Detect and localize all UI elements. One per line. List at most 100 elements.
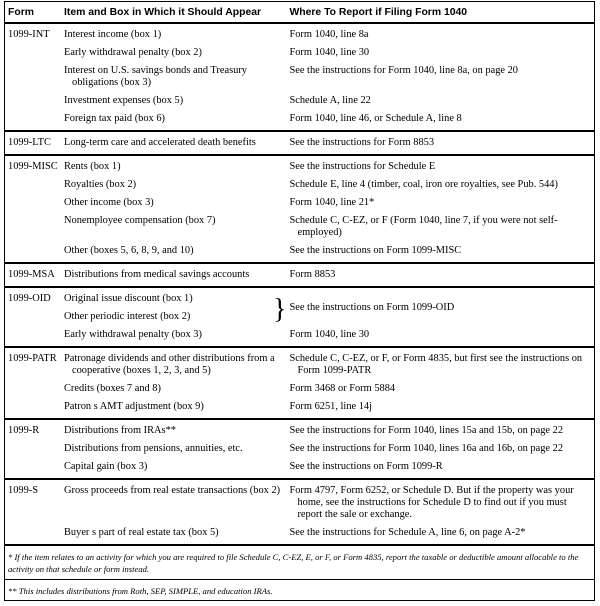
where-text: See the instructions for Form 8853 <box>289 137 435 148</box>
where-text: See the instructions for Form 1040, line… <box>289 443 564 454</box>
item-text: Other periodic interest (box 2) <box>64 311 191 322</box>
where-cell: Form 1040, line 30 <box>286 44 594 62</box>
item-text: Other (boxes 5, 6, 8, 9, and 10) <box>64 245 194 256</box>
table-row: 1099-MSA Distributions from medical savin… <box>5 263 594 288</box>
where-text: Form 3468 or Form 5884 <box>289 383 396 394</box>
where-cell: See the instructions for Schedule E <box>286 155 594 176</box>
footnote: ** This includes distributions from Roth… <box>8 586 273 596</box>
brace-spacer <box>273 326 287 348</box>
where-cell: Schedule E, line 4 (timber, coal, iron o… <box>286 176 594 194</box>
form-name: 1099-MISC <box>8 161 58 172</box>
item-text: Other income (box 3) <box>64 197 154 208</box>
table-row: 1099-R Distributions from IRAs** See the i… <box>5 419 594 440</box>
item-cell: Patron s AMT adjustment (box 9) <box>61 398 287 420</box>
form-name: 1099-MSA <box>8 269 55 280</box>
table-row: Royalties (box 2) Schedule E, line 4 (tim… <box>5 176 594 194</box>
item-text: Royalties (box 2) <box>64 179 137 190</box>
header-form: Form <box>5 2 61 24</box>
table-row: Early withdrawal penalty (box 3) Form 104… <box>5 326 594 348</box>
table-row: 1099-LTC Long-term care and accelerated d… <box>5 131 594 156</box>
form-cell: 1099-INT <box>5 23 61 44</box>
item-text: Distributions from pensions, annuities, … <box>64 443 243 454</box>
item-text: Early withdrawal penalty (box 2) <box>64 47 202 58</box>
where-cell: Form 4797, Form 6252, or Schedule D. But… <box>286 479 594 524</box>
form-cell <box>5 194 61 212</box>
item-text: Long-term care and accelerated death ben… <box>64 137 256 148</box>
where-text: See the instructions on Form 1099-OID <box>289 302 455 313</box>
table-row: 1099-PATR Patronage dividends and other d… <box>5 347 594 380</box>
header-item: Item and Box in Which it Should Appear <box>61 2 287 24</box>
form-cell: 1099-PATR <box>5 347 61 380</box>
table-row: Credits (boxes 7 and 8) Form 3468 or Form… <box>5 380 594 398</box>
brace-icon: } <box>273 293 287 325</box>
form-cell <box>5 44 61 62</box>
item-cell: Royalties (box 2) <box>61 176 286 194</box>
where-cell: See the instructions for Form 1040, line… <box>286 419 594 440</box>
item-text: Interest income (box 1) <box>64 29 162 40</box>
item-text: Rents (box 1) <box>64 161 121 172</box>
item-cell: Credits (boxes 7 and 8) <box>61 380 286 398</box>
where-text: Schedule A, line 22 <box>289 95 371 106</box>
item-cell: Interest income (box 1) <box>61 23 286 44</box>
item-cell: Early withdrawal penalty (box 3) <box>61 326 273 348</box>
item-cell: Long-term care and accelerated death ben… <box>61 131 287 156</box>
where-cell: Form 1040, line 21* <box>286 194 594 212</box>
form-name: 1099-PATR <box>8 353 57 364</box>
item-cell: Gross proceeds from real estate transact… <box>61 479 286 524</box>
table-row: 1099-MISC Rents (box 1) See the instructio… <box>5 155 594 176</box>
item-text: Distributions from IRAs** <box>64 425 176 436</box>
where-text: Schedule C, C-EZ, or F (Form 1040, line … <box>289 215 558 238</box>
where-cell: Form 1040, line 46, or Schedule A, line … <box>286 110 594 132</box>
form-cell <box>5 524 61 546</box>
table-row: Capital gain (box 3) See the instructions… <box>5 458 594 480</box>
where-text: Form 1040, line 46, or Schedule A, line … <box>289 113 462 124</box>
table-row: Nonemployee compensation (box 7) Schedule… <box>5 212 594 242</box>
item-text: Gross proceeds from real estate transact… <box>64 485 281 496</box>
table-row: Buyer s part of real estate tax (box 5) S… <box>5 524 594 546</box>
header-row: Form Item and Box in Which it Should App… <box>5 2 594 24</box>
where-text: Form 1040, line 8a <box>289 29 369 40</box>
table-row: 1099-S Gross proceeds from real estate tr… <box>5 479 594 524</box>
item-cell: Early withdrawal penalty (box 2) <box>61 44 286 62</box>
where-cell: Schedule C, C-EZ, or F, or Form 4835, bu… <box>286 347 594 380</box>
where-cell: See the instructions on Form 1099-MISC <box>286 242 594 264</box>
item-cell: Other income (box 3) <box>61 194 286 212</box>
form-cell: 1099-S <box>5 479 61 524</box>
where-cell: See the instructions for Form 8853 <box>286 131 594 156</box>
table-row: Other (boxes 5, 6, 8, 9, and 10) See the … <box>5 242 594 264</box>
form-cell: 1099-LTC <box>5 131 61 156</box>
where-text: Form 1040, line 30 <box>289 47 370 58</box>
form-cell <box>5 440 61 458</box>
where-cell: Form 1040, line 30 <box>286 326 594 348</box>
where-text: Schedule C, C-EZ, or F, or Form 4835, bu… <box>289 353 583 376</box>
where-cell: Schedule C, C-EZ, or F (Form 1040, line … <box>286 212 594 242</box>
where-cell: Schedule A, line 22 <box>286 92 594 110</box>
form-cell <box>5 62 61 92</box>
form-cell: 1099-MISC <box>5 155 61 176</box>
form-cell <box>5 380 61 398</box>
table-row: Investment expenses (box 5) Schedule A, l… <box>5 92 594 110</box>
form-name: 1099-INT <box>8 29 50 40</box>
item-cell: Interest on U.S. savings bonds and Treas… <box>61 62 286 92</box>
where-cell: Form 1040, line 8a <box>286 23 594 44</box>
form-cell <box>5 326 61 348</box>
footnotes: * If the item relates to an activity for… <box>5 546 594 601</box>
item-text: Buyer s part of real estate tax (box 5) <box>64 527 219 538</box>
where-text: Form 1040, line 30 <box>289 329 370 340</box>
table-row: Foreign tax paid (box 6) Form 1040, line … <box>5 110 594 132</box>
item-text: Capital gain (box 3) <box>64 461 148 472</box>
where-cell: See the instructions for Form 1040, line… <box>286 62 594 92</box>
table-row: 1099-OID Original issue discount (box 1)}… <box>5 287 594 323</box>
where-text: Form 1040, line 21* <box>289 197 375 208</box>
item-cell: Investment expenses (box 5) <box>61 92 286 110</box>
item-text: Distributions from medical savings accou… <box>64 269 250 280</box>
item-text: Patron s AMT adjustment (box 9) <box>64 401 204 412</box>
item-text: Nonemployee compensation (box 7) <box>64 215 216 226</box>
item-cell: Other periodic interest (box 2) <box>61 308 273 326</box>
item-text: Early withdrawal penalty (box 3) <box>64 329 202 340</box>
table-row: Other income (box 3) Form 1040, line 21* <box>5 194 594 212</box>
item-cell: Buyer s part of real estate tax (box 5) <box>61 524 287 546</box>
table-row: Distributions from pensions, annuities, … <box>5 440 594 458</box>
item-cell: Other (boxes 5, 6, 8, 9, and 10) <box>61 242 287 264</box>
form-name: 1099-R <box>8 425 40 436</box>
